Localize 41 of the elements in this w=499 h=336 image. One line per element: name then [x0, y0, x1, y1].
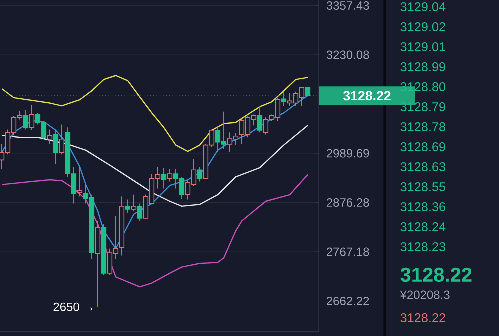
- annotation: 2650 →: [54, 302, 93, 312]
- candlestick: [131, 194, 137, 212]
- ref-line-label: 3128.22: [343, 91, 391, 101]
- candlestick: [23, 110, 29, 130]
- text: 3128.69: [400, 142, 446, 152]
- line-series: [1, 125, 309, 208]
- y-tick-label: 2876.28: [326, 198, 370, 208]
- y-tick-label: 3357.43: [326, 2, 370, 10]
- text: 3128.55: [400, 182, 446, 192]
- y-tick-label: 2767.18: [326, 248, 370, 256]
- y-tick-label: 3230.08: [326, 50, 370, 60]
- candlestick: [137, 203, 143, 222]
- text: 3128.22: [400, 314, 446, 322]
- candlestick: [257, 106, 263, 134]
- candlestick: [305, 86, 311, 97]
- text: 3128.63: [400, 162, 446, 172]
- text: 3128.79: [400, 102, 446, 112]
- candlestick: [167, 168, 173, 182]
- line-series: [1, 75, 309, 152]
- text: 3128.99: [400, 62, 446, 72]
- candlestick: [125, 199, 131, 214]
- line-series: [1, 174, 309, 288]
- text: 3129.04: [400, 2, 446, 12]
- candlestick: [197, 166, 203, 182]
- text: 3129.01: [400, 42, 446, 52]
- candlestick: [47, 129, 53, 145]
- text: 3128.24: [400, 222, 446, 232]
- text: 3128.23: [400, 242, 446, 252]
- y-tick-label: 2989.69: [326, 149, 370, 158]
- candlestick: [29, 104, 35, 131]
- candlestick: [53, 130, 59, 165]
- text: 3128.22: [400, 268, 472, 282]
- text: ¥20208.3: [400, 290, 450, 300]
- text: 3129.02: [400, 22, 446, 32]
- text: 3128.36: [400, 202, 446, 212]
- text: 3128.78: [400, 122, 446, 132]
- candlestick: [281, 91, 287, 107]
- y-tick-label: 2662.22: [326, 296, 370, 306]
- candlestick: [77, 166, 83, 198]
- candlestick: [161, 167, 167, 190]
- candlestick: [59, 124, 65, 156]
